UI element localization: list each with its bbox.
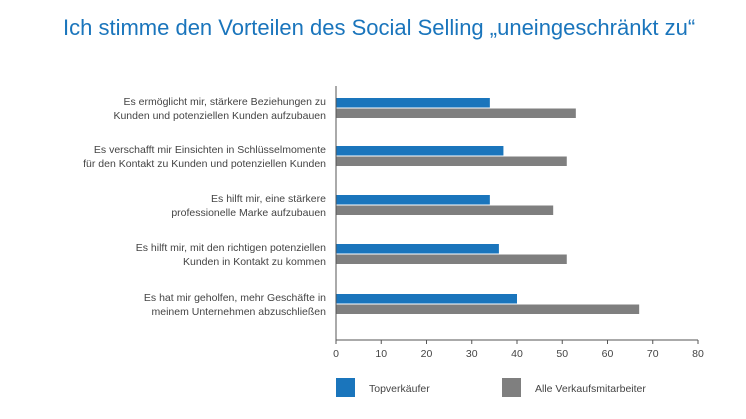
x-tick-label-80: 80 [692,348,704,360]
category-label-4: Es hat mir geholfen, mehr Geschäfte in me… [144,292,326,318]
bar-alle-2 [336,205,554,215]
bar-alle-4 [336,304,640,314]
category-label-2: Es hilft mir, eine stärkere professionell… [171,193,326,219]
bars-group [336,98,640,314]
chart-title: Ich stimme den Vorteilen des Social Sell… [63,15,696,40]
legend-label-0: Topverkäufer [369,383,430,395]
category-label-0: Es ermöglicht mir, stärkere Beziehungen … [113,96,326,122]
legend-swatch-0 [336,378,355,397]
x-tick-label-0: 0 [333,348,339,360]
x-tick-label-50: 50 [556,348,568,360]
legend-swatch-1 [502,378,521,397]
x-tick-label-70: 70 [647,348,659,360]
bar-topverkaeufer-3 [336,244,499,254]
x-axis: 0 10 20 30 40 50 60 70 80 [333,86,704,360]
category-labels: Es ermöglicht mir, stärkere Beziehungen … [83,96,326,318]
category-label-3: Es hilft mir, mit den richtigen potenzie… [136,242,326,268]
category-label-1: Es verschafft mir Einsichten in Schlüsse… [83,144,326,170]
bar-alle-0 [336,108,576,118]
bar-topverkaeufer-1 [336,146,504,156]
bar-alle-1 [336,156,567,166]
legend-label-1: Alle Verkaufsmitarbeiter [535,383,646,395]
x-tick-label-40: 40 [511,348,523,360]
bar-topverkaeufer-0 [336,98,490,108]
x-tick-label-10: 10 [375,348,387,360]
x-tick-label-60: 60 [602,348,614,360]
bar-alle-3 [336,254,567,264]
bar-topverkaeufer-4 [336,294,517,304]
bar-topverkaeufer-2 [336,195,490,205]
legend: Topverkäufer Alle Verkaufsmitarbeiter [336,378,646,397]
x-tick-label-20: 20 [421,348,433,360]
x-tick-label-30: 30 [466,348,478,360]
